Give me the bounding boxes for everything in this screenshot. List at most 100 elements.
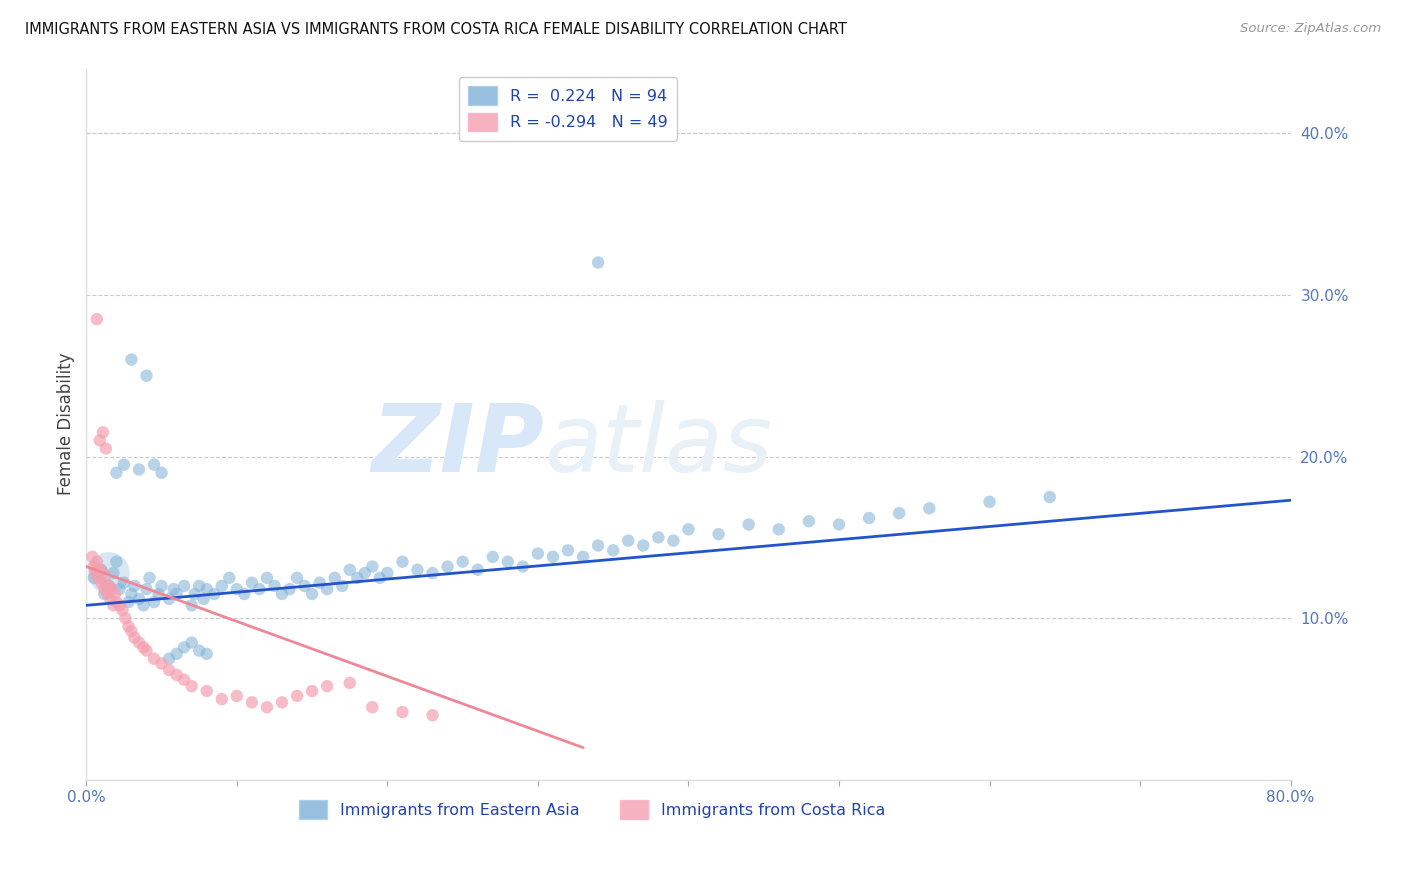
- Point: [193, 591, 215, 606]
- Point: [339, 676, 361, 690]
- Point: [91, 425, 114, 440]
- Point: [218, 571, 240, 585]
- Point: [557, 543, 579, 558]
- Point: [143, 651, 166, 665]
- Point: [195, 684, 218, 698]
- Point: [166, 587, 188, 601]
- Point: [120, 352, 142, 367]
- Point: [114, 611, 136, 625]
- Y-axis label: Female Disability: Female Disability: [58, 353, 75, 495]
- Point: [256, 700, 278, 714]
- Point: [263, 579, 285, 593]
- Point: [162, 582, 184, 596]
- Point: [541, 549, 564, 564]
- Text: Source: ZipAtlas.com: Source: ZipAtlas.com: [1240, 22, 1381, 36]
- Point: [211, 692, 233, 706]
- Point: [406, 563, 429, 577]
- Point: [84, 566, 107, 580]
- Point: [135, 368, 157, 383]
- Point: [1039, 490, 1062, 504]
- Point: [512, 559, 534, 574]
- Point: [97, 579, 120, 593]
- Point: [361, 559, 384, 574]
- Point: [150, 466, 173, 480]
- Point: [120, 624, 142, 639]
- Point: [105, 466, 128, 480]
- Point: [97, 579, 120, 593]
- Point: [89, 563, 111, 577]
- Point: [97, 566, 120, 580]
- Point: [647, 530, 669, 544]
- Point: [188, 579, 211, 593]
- Point: [91, 566, 114, 580]
- Point: [346, 571, 368, 585]
- Point: [361, 700, 384, 714]
- Point: [180, 679, 202, 693]
- Point: [308, 575, 330, 590]
- Point: [195, 582, 218, 596]
- Point: [451, 555, 474, 569]
- Point: [323, 571, 346, 585]
- Point: [707, 527, 730, 541]
- Point: [467, 563, 489, 577]
- Point: [678, 522, 700, 536]
- Point: [301, 587, 323, 601]
- Point: [96, 587, 118, 601]
- Text: ZIP: ZIP: [371, 400, 544, 491]
- Point: [143, 595, 166, 609]
- Point: [180, 599, 202, 613]
- Point: [527, 547, 550, 561]
- Point: [101, 582, 124, 596]
- Point: [271, 695, 294, 709]
- Point: [150, 579, 173, 593]
- Point: [316, 679, 339, 693]
- Point: [368, 571, 391, 585]
- Point: [285, 571, 308, 585]
- Point: [82, 549, 104, 564]
- Point: [132, 640, 155, 655]
- Point: [93, 582, 115, 596]
- Point: [496, 555, 519, 569]
- Point: [128, 462, 150, 476]
- Point: [111, 603, 134, 617]
- Point: [90, 575, 112, 590]
- Point: [797, 514, 820, 528]
- Point: [108, 582, 131, 596]
- Point: [117, 595, 139, 609]
- Point: [143, 458, 166, 472]
- Point: [422, 708, 444, 723]
- Point: [202, 587, 225, 601]
- Text: IMMIGRANTS FROM EASTERN ASIA VS IMMIGRANTS FROM COSTA RICA FEMALE DISABILITY COR: IMMIGRANTS FROM EASTERN ASIA VS IMMIGRAN…: [25, 22, 848, 37]
- Point: [128, 591, 150, 606]
- Point: [83, 559, 105, 574]
- Point: [858, 511, 880, 525]
- Point: [316, 582, 339, 596]
- Point: [233, 587, 256, 601]
- Point: [436, 559, 458, 574]
- Point: [737, 517, 759, 532]
- Point: [330, 579, 353, 593]
- Point: [377, 566, 399, 580]
- Point: [249, 582, 271, 596]
- Point: [157, 651, 180, 665]
- Point: [135, 582, 157, 596]
- Point: [148, 587, 170, 601]
- Point: [173, 579, 195, 593]
- Point: [183, 587, 205, 601]
- Point: [211, 579, 233, 593]
- Point: [104, 587, 127, 601]
- Point: [918, 501, 941, 516]
- Point: [301, 684, 323, 698]
- Point: [979, 495, 1001, 509]
- Point: [271, 587, 294, 601]
- Point: [225, 582, 247, 596]
- Point: [166, 668, 188, 682]
- Point: [391, 705, 413, 719]
- Point: [90, 563, 112, 577]
- Point: [828, 517, 851, 532]
- Point: [93, 587, 115, 601]
- Point: [128, 635, 150, 649]
- Point: [240, 575, 263, 590]
- Point: [124, 579, 146, 593]
- Point: [83, 571, 105, 585]
